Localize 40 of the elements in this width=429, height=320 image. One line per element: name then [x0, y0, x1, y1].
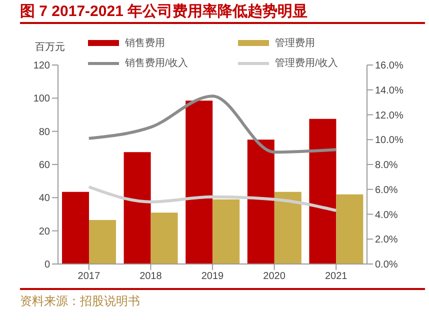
y-tick-label: 0: [44, 260, 50, 271]
y-tick-label: 120: [33, 60, 50, 72]
legend-label: 管理费用: [275, 36, 315, 50]
x-tick-label: 2021: [324, 271, 348, 282]
x-tick-label: 2019: [201, 271, 224, 282]
legend-label: 销售费用: [125, 36, 165, 50]
y2-tick-label: 2.0%: [375, 234, 398, 246]
y-tick-label: 80: [38, 126, 50, 138]
legend-label: 销售费用/收入: [125, 56, 188, 70]
x-tick-label: 2018: [140, 271, 162, 282]
y-axis-title: 百万元: [35, 41, 65, 54]
bar: [274, 192, 302, 264]
bar: [124, 152, 151, 264]
y-tick-label: 60: [38, 160, 50, 172]
y-tick-label: 40: [38, 193, 50, 204]
y2-tick-label: 12.0%: [375, 110, 404, 122]
y2-tick-label: 4.0%: [375, 210, 398, 221]
y2-tick-label: 16.0%: [375, 60, 404, 72]
bar: [186, 100, 213, 264]
bar: [62, 192, 89, 264]
y-tick-label: 20: [38, 226, 50, 238]
y-tick-label: 100: [33, 94, 50, 105]
bar: [247, 140, 274, 264]
chart-title: 图 7 2017-2021 年公司费用率降低趋势明显: [20, 2, 425, 24]
x-tick-label: 2020: [263, 271, 286, 282]
bar: [150, 212, 178, 264]
line-series: [87, 185, 338, 212]
x-tick-label: 2017: [78, 271, 100, 282]
bar: [336, 194, 364, 264]
y2-tick-label: 6.0%: [375, 184, 398, 196]
bar: [212, 199, 240, 264]
y2-tick-label: 8.0%: [375, 160, 398, 172]
line-series: [87, 94, 338, 154]
bar: [89, 220, 116, 264]
y2-tick-label: 10.0%: [375, 135, 404, 146]
y2-tick-label: 14.0%: [375, 85, 404, 96]
legend-label: 管理费用/收入: [275, 56, 338, 70]
y2-tick-label: 0.0%: [375, 260, 398, 271]
text: 资料来源：招股说明书: [20, 294, 140, 308]
bar: [309, 118, 336, 264]
